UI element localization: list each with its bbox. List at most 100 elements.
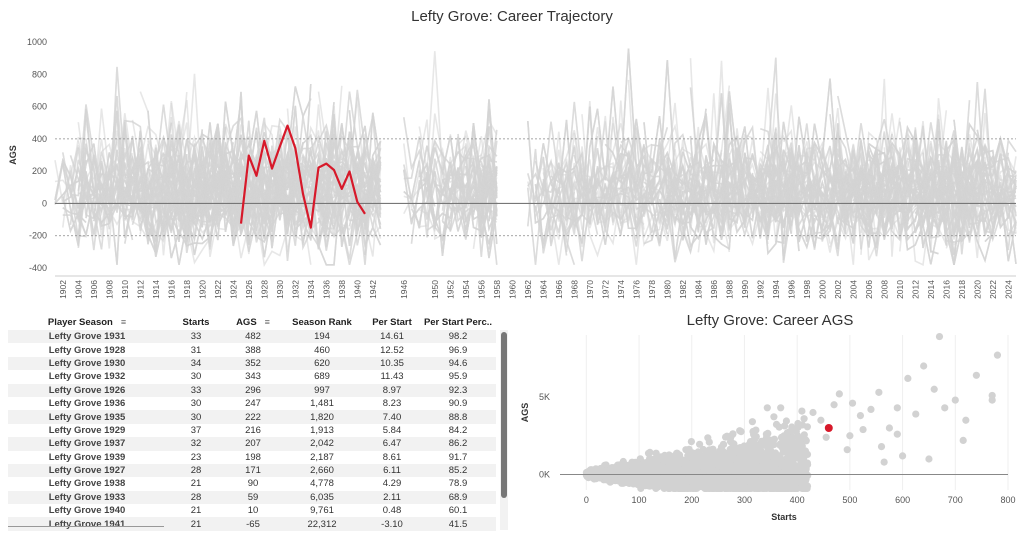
- scatter-point: [748, 418, 756, 426]
- background-season-line: [534, 143, 645, 225]
- cell-per-start-percentile: 98.2: [420, 330, 496, 344]
- cell-per-start: 7.40: [364, 410, 420, 424]
- x-tick-label: 1970: [585, 280, 595, 299]
- scatter-point: [767, 436, 775, 444]
- scatter-point: [735, 477, 743, 485]
- background-season-line: [527, 148, 575, 254]
- cell-ags: 207: [226, 437, 280, 451]
- header-ags[interactable]: AGS ≡: [236, 316, 270, 328]
- scatter-point: [798, 434, 806, 442]
- scatter-x-axis-label: Starts: [771, 512, 797, 522]
- table-row[interactable]: Lefty Grove 1938 21 90 4,778 4.29 78.9: [8, 477, 496, 491]
- cell-per-start-percentile: 96.9: [420, 343, 496, 357]
- scatter-point: [701, 466, 709, 474]
- scatter-point: [719, 440, 727, 448]
- cell-per-start-percentile: 90.9: [420, 396, 496, 411]
- background-season-line: [527, 158, 568, 265]
- table-row[interactable]: Lefty Grove 1927 28 171 2,660 6.11 85.2: [8, 463, 496, 478]
- scatter-point: [687, 474, 695, 482]
- x-tick-label: 2008: [879, 280, 889, 299]
- x-tick-label: 1932: [290, 280, 300, 299]
- scatter-point: [798, 442, 806, 450]
- cell-ags: 90: [226, 477, 280, 491]
- table-row[interactable]: Lefty Grove 1939 23 198 2,187 8.61 91.7: [8, 450, 496, 464]
- table-row[interactable]: Lefty Grove 1940 21 10 9,761 0.48 60.1: [8, 504, 496, 518]
- x-tick-label: 1908: [104, 280, 114, 299]
- cell-ags: 352: [226, 356, 280, 371]
- background-season-line: [403, 171, 451, 229]
- scatter-point: [723, 462, 731, 470]
- scatter-point: [835, 390, 843, 398]
- table-row[interactable]: Lefty Grove 1936 30 247 1,481 8.23 90.9: [8, 396, 496, 411]
- table-row[interactable]: Lefty Grove 1931 33 482 194 14.61 98.2: [8, 330, 496, 344]
- scatter-point: [790, 474, 798, 482]
- x-tick-label: 1974: [616, 280, 626, 299]
- y-tick-label: 200: [32, 166, 47, 176]
- cell-per-start: 6.11: [364, 463, 420, 478]
- cell-per-start: 4.29: [364, 477, 420, 491]
- table-row[interactable]: Lefty Grove 1929 37 216 1,913 5.84 84.2: [8, 423, 496, 438]
- header-starts[interactable]: Starts: [182, 316, 210, 328]
- table-divider: [8, 526, 164, 527]
- header-season-rank[interactable]: Season Rank: [292, 316, 352, 328]
- scatter-point: [716, 456, 725, 464]
- x-tick-label: 1964: [538, 280, 548, 299]
- cell-player-season: Lefty Grove 1936: [8, 396, 166, 411]
- cell-per-start: -3.10: [364, 517, 420, 531]
- scatter-point: [646, 448, 654, 456]
- background-season-line: [419, 146, 467, 228]
- scatter-point: [681, 460, 689, 469]
- x-tick-label: 1986: [709, 280, 719, 299]
- scatter-point: [652, 454, 660, 462]
- x-tick-label: 1910: [120, 280, 130, 299]
- background-season-line: [736, 142, 816, 238]
- table-scrollbar-thumb[interactable]: [501, 332, 507, 498]
- table-row[interactable]: Lefty Grove 1926 33 296 997 8.97 92.3: [8, 383, 496, 397]
- cell-season-rank: 2,042: [280, 437, 364, 451]
- header-per-start-percentile[interactable]: Per Start Perc..: [423, 316, 493, 328]
- table-row[interactable]: Lefty Grove 1941 21 -65 22,312 -3.10 41.5: [8, 517, 496, 531]
- x-tick-label: 1926: [244, 280, 254, 299]
- background-season-line: [937, 153, 1017, 208]
- scatter-point: [800, 415, 808, 423]
- scatter-point: [941, 404, 949, 412]
- background-season-line: [689, 141, 808, 222]
- scatter-point: [846, 432, 854, 440]
- background-season-line: [984, 185, 1017, 243]
- scatter-point: [766, 459, 775, 468]
- x-tick-label: 1902: [58, 280, 68, 299]
- scatter-point: [925, 455, 933, 463]
- background-season-line: [682, 113, 731, 240]
- background-season-line: [713, 156, 793, 234]
- scatter-point: [722, 433, 730, 441]
- header-player-season[interactable]: Player Season ≡: [47, 316, 127, 328]
- cell-ags: 171: [226, 463, 280, 478]
- x-tick-label: 2000: [817, 280, 827, 299]
- sort-icon[interactable]: ≡: [120, 316, 127, 327]
- background-season-line: [193, 101, 281, 258]
- table-row[interactable]: Lefty Grove 1933 28 59 6,035 2.11 68.9: [8, 490, 496, 505]
- background-season-line: [472, 169, 498, 213]
- scatter-point: [822, 433, 830, 441]
- table-row[interactable]: Lefty Grove 1937 32 207 2,042 6.47 86.2: [8, 437, 496, 451]
- scatter-point: [951, 396, 959, 404]
- sort-icon[interactable]: ≡: [264, 316, 270, 327]
- trajectory-chart: AGS -400 -200 0 200 400 600 800 1000 1902 1904 1906…: [8, 37, 1017, 299]
- y-tick-label: -400: [29, 263, 47, 273]
- scatter-point: [788, 423, 796, 431]
- background-season-line: [953, 145, 1017, 238]
- x-tick-label: 1992: [755, 280, 765, 299]
- scatter-point: [592, 475, 600, 483]
- table-row[interactable]: Lefty Grove 1928 31 388 460 12.52 96.9: [8, 343, 496, 357]
- cell-season-rank: 9,761: [280, 504, 364, 518]
- table-row[interactable]: Lefty Grove 1932 30 343 689 11.43 95.9: [8, 370, 496, 384]
- table-row[interactable]: Lefty Grove 1930 34 352 620 10.35 94.6: [8, 356, 496, 371]
- cell-per-start-percentile: 78.9: [420, 477, 496, 491]
- scatter-point: [763, 404, 771, 412]
- scatter-point: [798, 421, 807, 429]
- x-tick-label: 1996: [786, 280, 796, 299]
- header-per-start[interactable]: Per Start: [372, 316, 412, 328]
- table-row[interactable]: Lefty Grove 1935 30 222 1,820 7.40 88.8: [8, 410, 496, 424]
- cell-ags: 198: [226, 450, 280, 464]
- x-tick-label: 1946: [399, 280, 409, 299]
